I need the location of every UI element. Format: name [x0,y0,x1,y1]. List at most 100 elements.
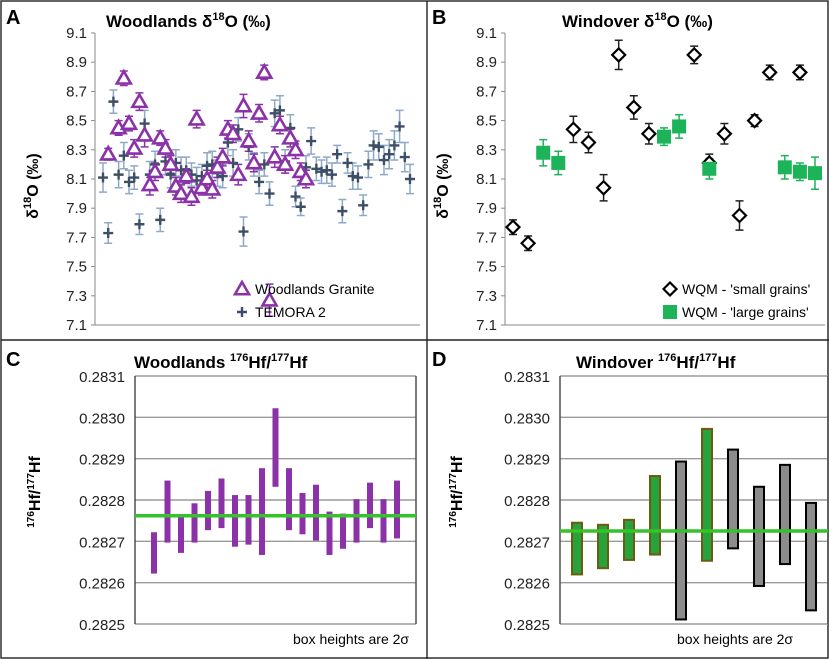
panel-a-title: Woodlands δ18O (‰) [106,11,271,31]
data-point-triangle [177,166,196,183]
y-tick-label: 0.2829 [79,452,125,469]
data-point-plus [254,176,265,187]
hf-box [286,468,292,531]
y-tick-label: 0.2828 [504,493,550,510]
data-point-triangle [249,103,269,120]
y-tick-label: 0.2829 [504,452,550,469]
panel-b-marks [504,46,822,252]
data-point-plus [321,165,332,176]
y-tick-label: 7.3 [476,288,497,305]
y-tick-label: 0.2831 [79,369,125,386]
data-point-plus [399,152,410,163]
data-point-plus [342,157,353,168]
legend-temora2-marker [237,307,247,317]
panel-c-axes [134,376,417,624]
data-point-square [792,164,807,179]
data-point-plus [129,172,140,183]
panel-c-yticks: 0.2831 0.2830 0.2829 0.2828 0.2827 0.2826 0.28… [79,369,125,634]
panel-d: D Windover 176Hf/177Hf 0.2831 0.2830 0.282… [432,349,829,647]
data-point-plus [311,163,322,174]
data-point-triangle [197,169,217,186]
data-point-plus [295,201,306,212]
legend-marker-plus [237,307,247,317]
data-point-triangle [203,179,222,196]
y-tick-label: 8.3 [66,142,87,159]
hf-box-small [727,448,739,550]
data-point-triangle [265,147,284,164]
y-tick-label: 0.2830 [79,410,125,427]
hf-box [353,499,360,543]
hf-box [164,480,171,543]
panel-letter-c: C [6,349,20,371]
panel-a: A Woodlands δ18O (‰) 9.1 8.9 8.7 8.5 8.3 8.1 7… [6,7,420,334]
data-point-diamond [686,46,703,63]
hf-box-large [649,475,661,556]
data-point-plus [269,108,280,119]
data-point-triangle [98,144,118,161]
hf-box [205,490,211,531]
panel-b-legend: WQM - 'small grains' WQM - 'large grains… [661,280,810,320]
y-tick-label: 8.9 [476,54,497,71]
y-tick-label: 7.3 [66,288,87,305]
panel-a-axes [94,33,420,326]
hf-box [191,503,198,543]
data-point-plus [394,121,405,132]
panel-d-axes [559,376,829,624]
panel-a-ylabel: δ18O (‰) [22,153,42,219]
data-point-plus [306,136,317,147]
legend-wqm-large-label: WQM - 'large grains' [682,304,809,320]
data-point-plus [378,155,389,166]
y-tick-label: 0.2825 [504,617,550,634]
data-point-plus [352,172,363,183]
hf-box [272,408,279,487]
data-point-triangle [187,109,206,126]
y-tick-label: 8.3 [476,142,497,159]
y-tick-label: 8.1 [66,171,87,188]
data-point-triangle [255,62,274,79]
y-tick-label: 8.7 [476,83,497,100]
panel-c-note: box heights are 2σ [293,631,409,647]
panel-b-yticks: 9.1 8.9 8.7 8.5 8.3 8.1 7.9 7.7 7.5 7.3 7.1 [476,25,505,334]
panel-letter-a: A [6,7,20,29]
data-point-plus [98,172,108,183]
hf-box-small [675,460,687,621]
data-point-triangle [182,186,201,204]
data-point-plus [165,169,176,180]
data-point-plus [108,96,119,107]
data-point-triangle [145,162,165,179]
panel-c-boxes [151,408,400,574]
hf-box [259,468,265,555]
data-point-plus [103,228,114,239]
data-point-diamond [520,235,537,252]
y-tick-label: 0.2826 [79,576,125,593]
data-point-square [536,145,551,160]
panel-c: C Woodlands 176Hf/177Hf 0.2831 0.2830 0.28… [6,349,417,647]
data-point-diamond [625,99,642,116]
y-tick-label: 7.7 [476,229,497,246]
y-tick-label: 9.1 [66,25,87,42]
hf-box [340,513,346,549]
data-point-plus [124,176,135,187]
panel-b-ylabel: δ18O (‰) [432,153,452,219]
hf-box [218,478,225,529]
data-point-triangle [130,91,149,109]
data-point-diamond [640,125,657,142]
y-tick-label: 8.7 [66,83,87,100]
data-point-triangle [286,140,305,157]
legend-wqm-large-marker [663,305,677,319]
hf-box [151,532,157,574]
y-tick-label: 0.2827 [504,534,550,551]
y-tick-label: 7.1 [66,317,87,334]
panel-b-axes [504,33,825,326]
panel-d-boxes [571,427,817,621]
data-point-triangle [161,154,180,171]
data-point-plus [290,191,301,202]
y-tick-label: 9.1 [476,25,497,42]
data-point-triangle [156,138,175,155]
panel-c-title: Woodlands 176Hf/177Hf [134,352,308,372]
legend-marker-square [663,305,677,319]
data-point-plus [202,160,213,171]
data-point-diamond [731,207,748,224]
data-point-square [702,161,717,176]
